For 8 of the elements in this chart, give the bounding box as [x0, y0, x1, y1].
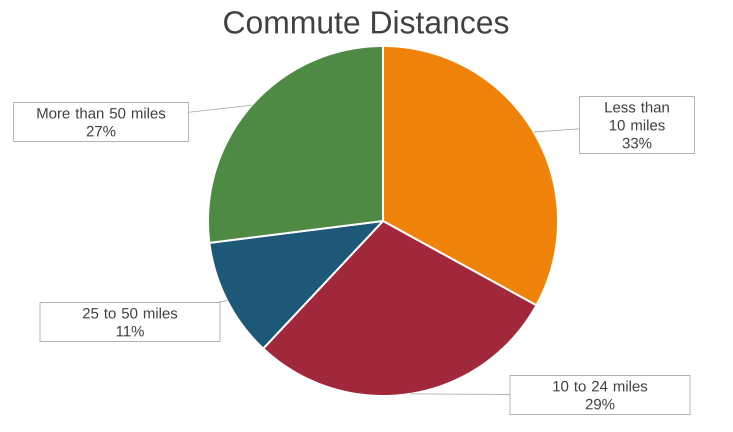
data-label: 11% — [116, 326, 144, 336]
slice-label: 10 to 24 miles — [553, 380, 648, 392]
slice-label: More than 50 miles — [37, 108, 166, 119]
chart-title: Commute Distances — [224, 10, 508, 34]
slice-label: Less than 10 miles — [605, 102, 669, 130]
data-label: 27% — [86, 126, 116, 136]
data-label: 29% — [586, 398, 614, 410]
data-label: 33% — [622, 138, 652, 148]
